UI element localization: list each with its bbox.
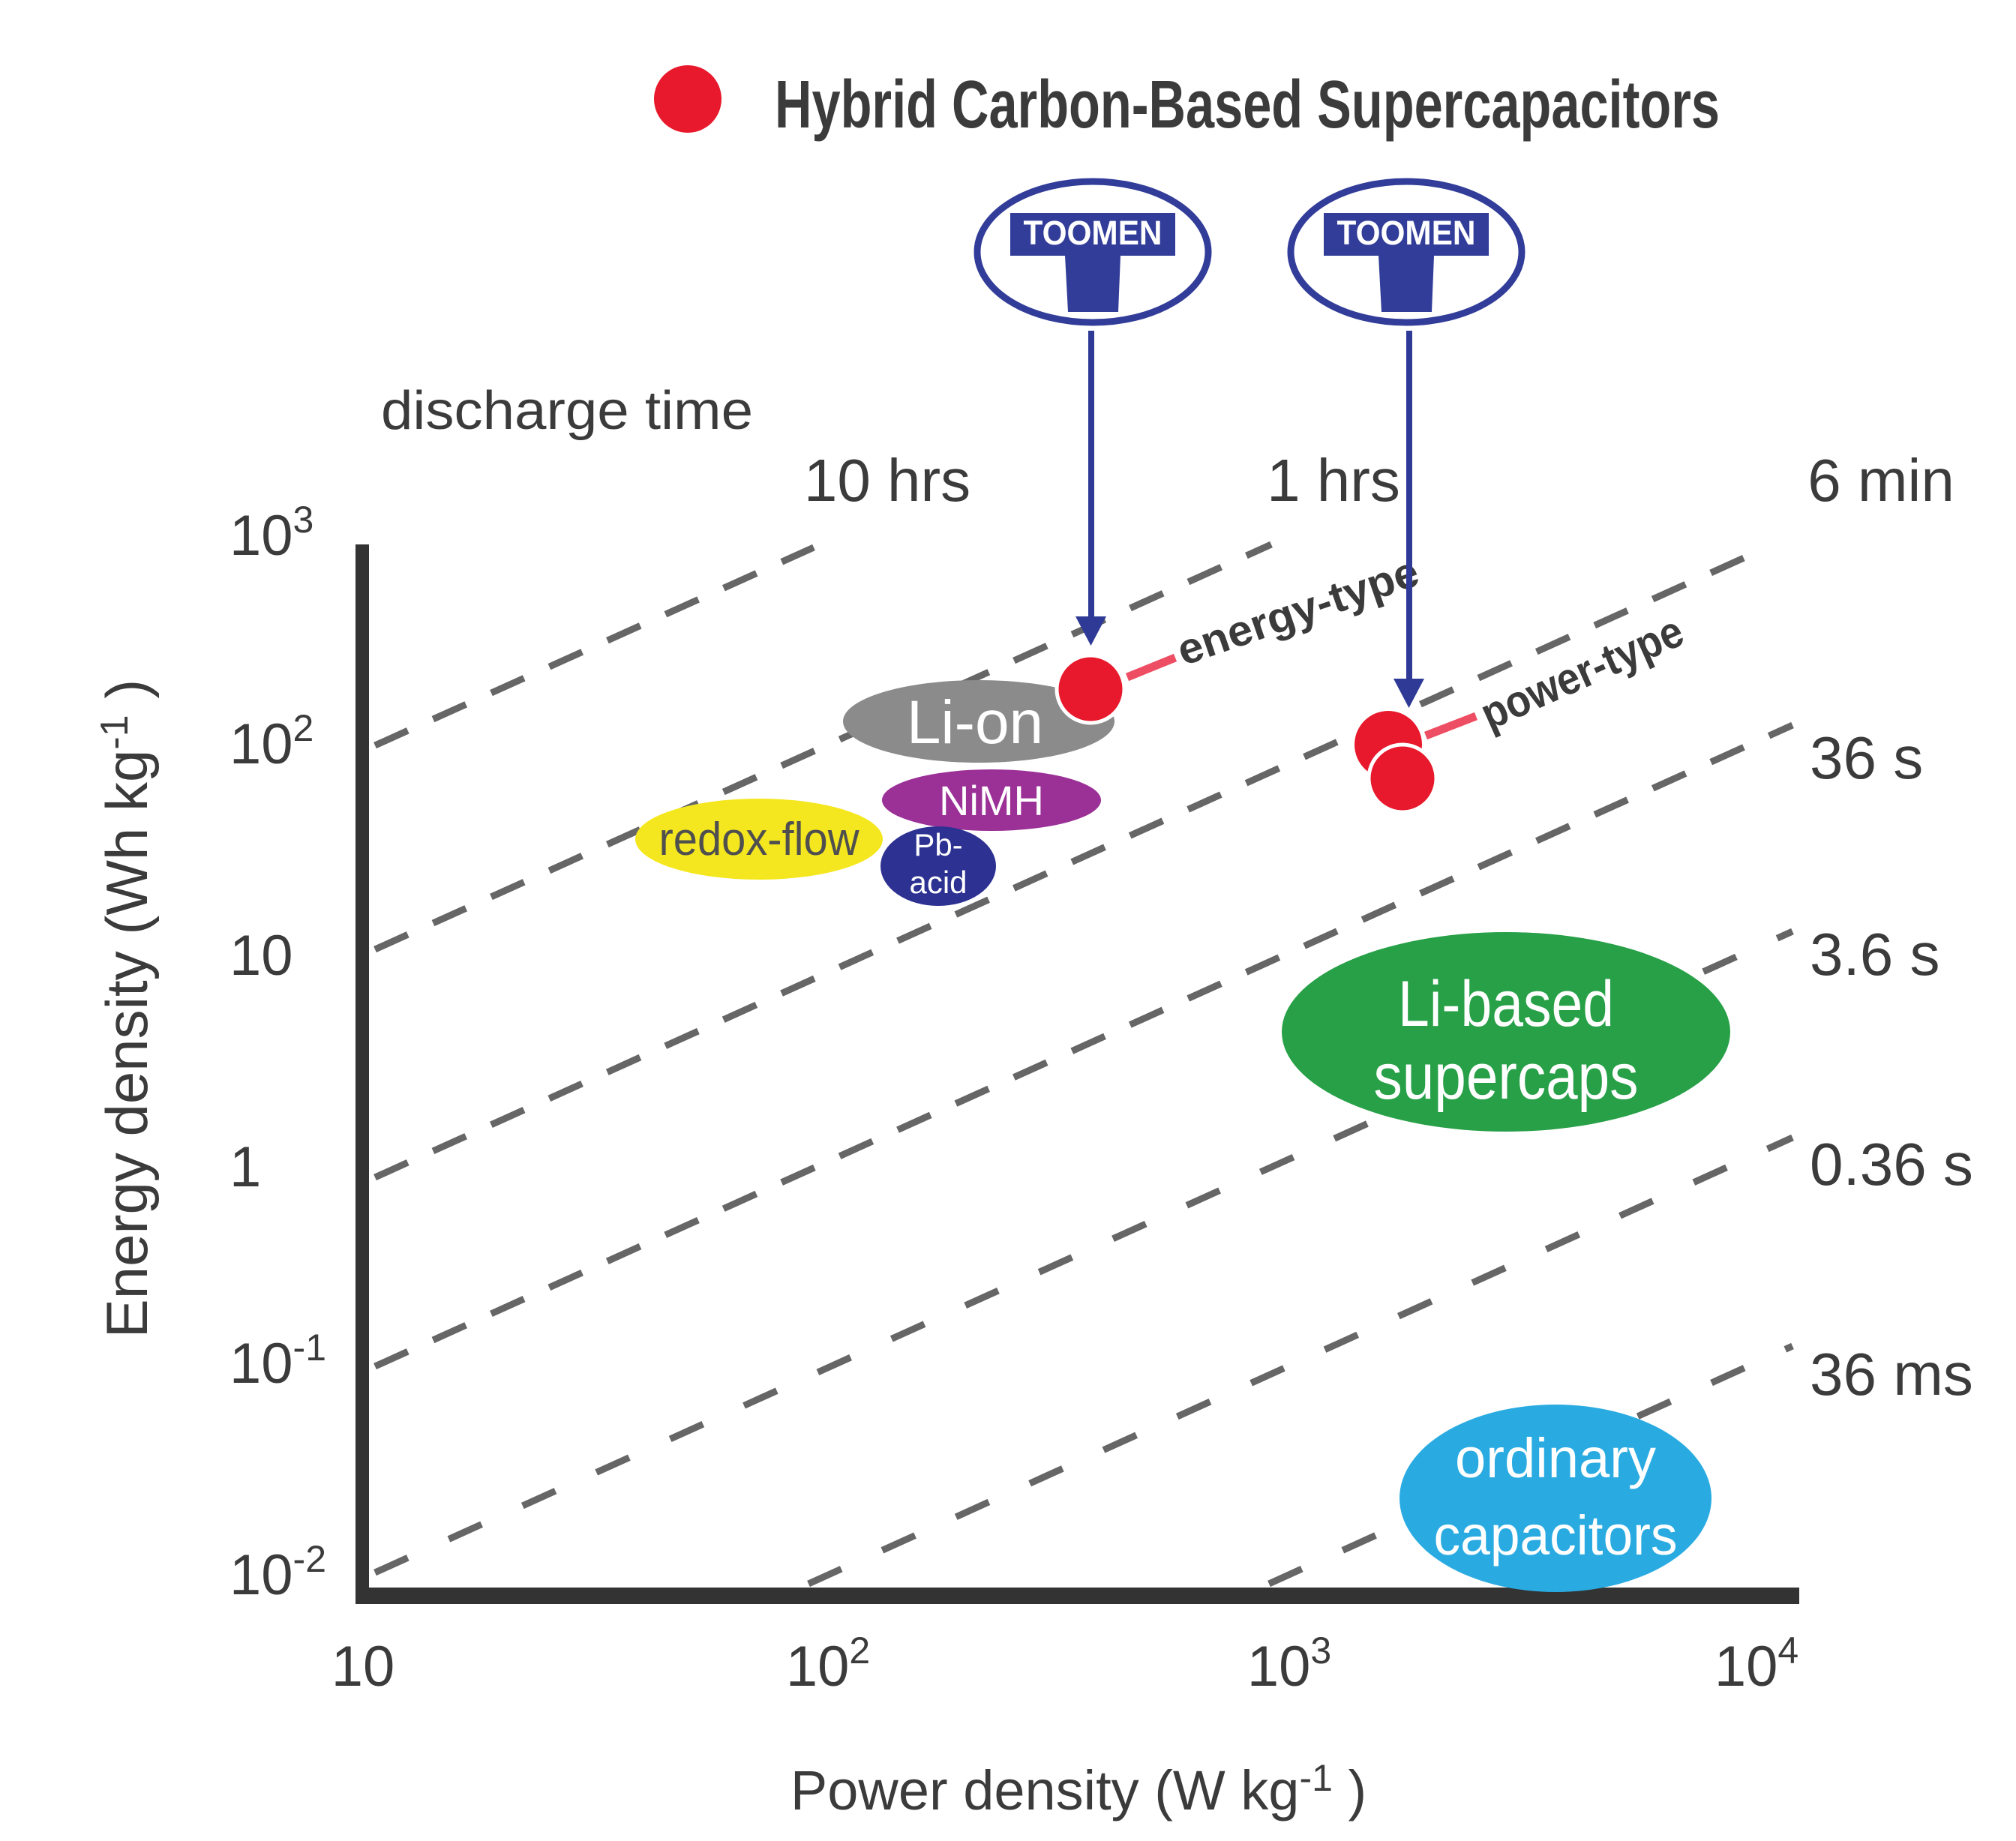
svg-text:Power density (W kg-1 ): Power density (W kg-1 ) [790,1757,1366,1822]
svg-text:36 s: 36 s [1810,724,1923,791]
svg-text:1: 1 [230,1135,261,1199]
svg-text:redox-flow: redox-flow [659,814,860,865]
svg-text:10-2: 10-2 [230,1538,326,1607]
svg-text:acid: acid [909,865,967,900]
svg-text:Li-based: Li-based [1398,968,1614,1040]
svg-text:TOOMEN: TOOMEN [1337,214,1476,252]
svg-text:supercaps: supercaps [1374,1041,1639,1113]
svg-text:3.6 s: 3.6 s [1810,921,1940,988]
svg-text:TOOMEN: TOOMEN [1024,214,1162,252]
svg-text:Energy density (Wh kg-1 ): Energy density (Wh kg-1 ) [93,679,160,1339]
svg-text:NiMH: NiMH [939,777,1044,824]
svg-text:6 min: 6 min [1808,447,1954,514]
svg-text:Li-on: Li-on [907,688,1043,757]
svg-text:Pb-: Pb- [914,827,962,862]
svg-text:ordinary: ordinary [1455,1427,1656,1489]
svg-text:36 ms: 36 ms [1810,1341,1973,1408]
svg-text:10 hrs: 10 hrs [804,447,970,514]
svg-text:10: 10 [230,924,293,988]
svg-text:capacitors: capacitors [1434,1504,1678,1567]
svg-text:10: 10 [332,1635,395,1699]
svg-text:Hybrid Carbon-Based Supercapac: Hybrid Carbon-Based Supercapacitors [775,67,1720,142]
svg-text:0.36 s: 0.36 s [1810,1131,1973,1198]
svg-text:discharge time: discharge time [381,381,753,441]
svg-text:1 hrs: 1 hrs [1267,447,1400,514]
